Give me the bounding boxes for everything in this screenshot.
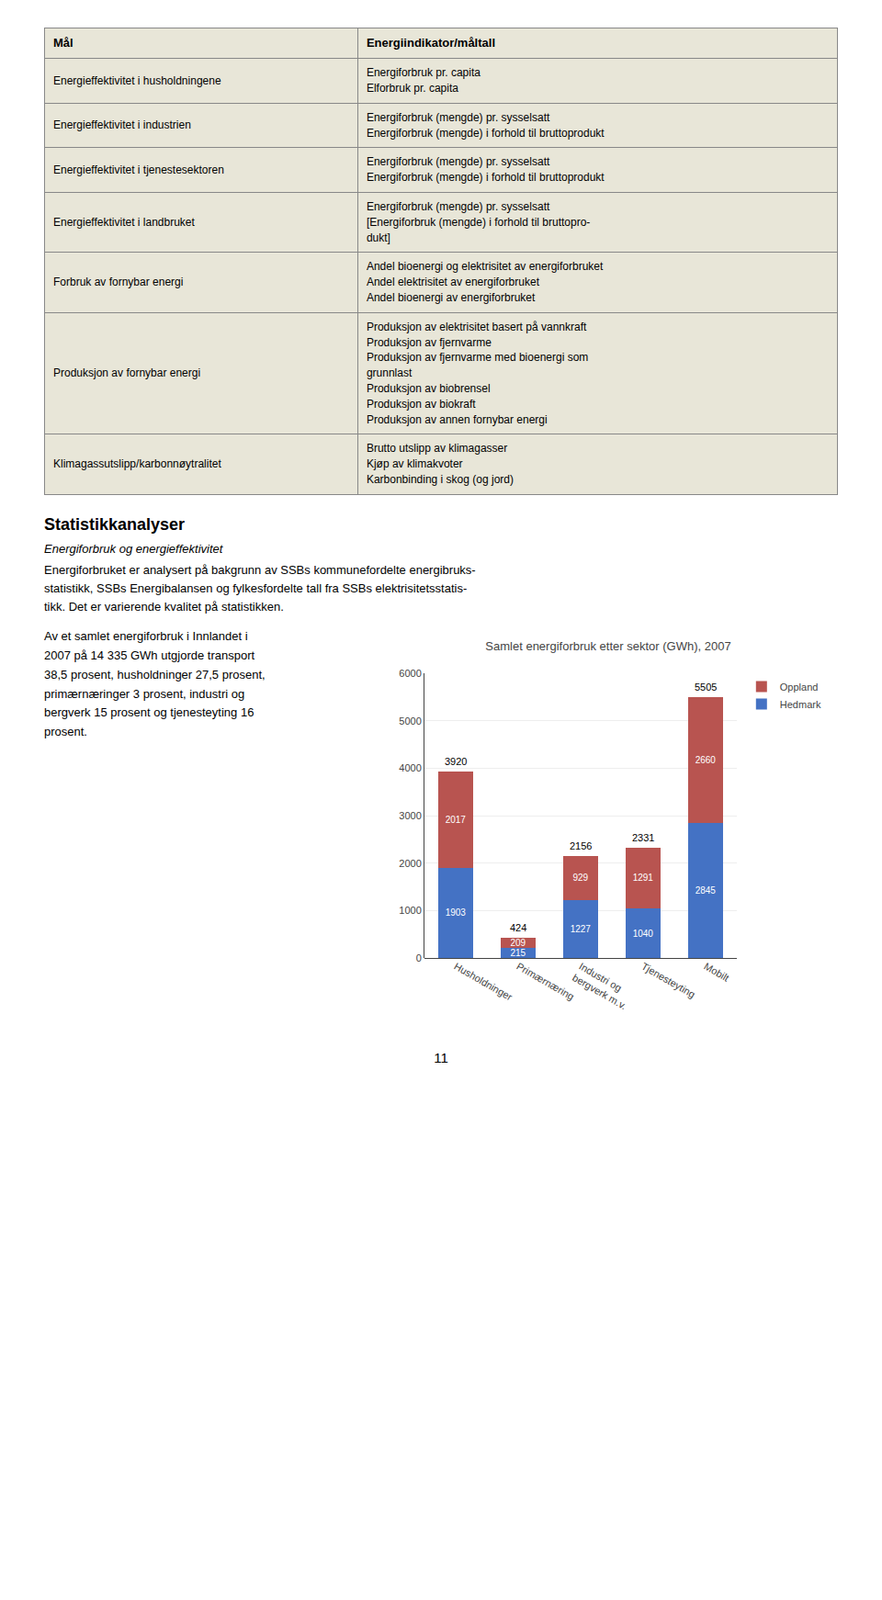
html-text:Forbruk av fornybar energi: Forbruk av fornybar energi <box>53 275 184 289</box>
html-text:Klimagassutslipp/karbonnøytral: Klimagassutslipp/karbonnøytralitet <box>53 457 222 471</box>
svg-text:2156: 2156 <box>569 840 592 852</box>
svg-text:Tjenesteyting: Tjenesteyting <box>639 961 698 1001</box>
svg-text:0: 0 <box>416 952 422 964</box>
svg-text:Husholdninger: Husholdninger <box>452 961 515 1004</box>
svg-text:5000: 5000 <box>398 715 421 727</box>
svg-text:6000: 6000 <box>398 667 421 679</box>
svg-text:424: 424 <box>509 922 527 934</box>
svg-text:4000: 4000 <box>398 762 421 774</box>
svg-text:Hedmark: Hedmark <box>780 699 822 711</box>
html-text:prosent.: prosent. <box>44 724 88 739</box>
html-text:Statistikkanalyser: Statistikkanalyser <box>44 515 185 534</box>
html-text:Energieffektivitet i landbruke: Energieffektivitet i landbruket <box>53 215 195 229</box>
html-text:Av et samlet energiforbruk i I: Av et samlet energiforbruk i Innlandet i <box>44 629 248 644</box>
html-text:Energieffektivitet i industrie: Energieffektivitet i industrien <box>53 118 192 132</box>
svg-text:215: 215 <box>509 948 526 959</box>
html-text:primærnæringer 3 prosent, indu: primærnæringer 3 prosent, industri og <box>44 686 245 701</box>
svg-text:Industri ogbergverk m.v.: Industri ogbergverk m.v. <box>570 961 635 1013</box>
html-text:Energiforbruket er analysert p: Energiforbruket er analysert på bakgrunn… <box>44 562 476 577</box>
svg-text:1291: 1291 <box>633 873 655 884</box>
svg-text:2017: 2017 <box>445 814 467 826</box>
svg-text:2000: 2000 <box>398 858 421 870</box>
svg-text:Samlet energiforbruk etter sek: Samlet energiforbruk etter sektor (GWh),… <box>485 639 731 654</box>
svg-text:1000: 1000 <box>398 904 421 916</box>
html-text:Mål: Mål <box>53 35 74 50</box>
html-text:2007 på 14 335 GWh utgjorde tr: 2007 på 14 335 GWh utgjorde transport <box>44 648 255 663</box>
html-text:Produksjon av elektrisitet bas: Produksjon av elektrisitet basert på van… <box>366 320 589 426</box>
html-text:Energiforbruk (mengde) pr. sys: Energiforbruk (mengde) pr. sysselsatt En… <box>366 110 605 140</box>
svg-text:2660: 2660 <box>695 755 717 766</box>
svg-text:209: 209 <box>509 938 526 949</box>
html-text:bergverk 15 prosent og tjenest: bergverk 15 prosent og tjenesteyting 16 <box>44 705 254 720</box>
html-text:Energiforbruk (mengde) pr. sys: Energiforbruk (mengde) pr. sysselsatt En… <box>366 155 605 184</box>
svg-text:3920: 3920 <box>444 756 467 768</box>
html-text:Energiindikator/måltall: Energiindikator/måltall <box>366 35 496 50</box>
html-text:Brutto utslipp av klimagasser: Brutto utslipp av klimagasser Kjøp av kl… <box>366 442 514 486</box>
html-text:38,5 prosent, husholdninger 27: 38,5 prosent, husholdninger 27,5 prosent… <box>44 667 266 682</box>
svg-text:2331: 2331 <box>632 832 655 844</box>
svg-text:929: 929 <box>572 872 588 883</box>
svg-text:1227: 1227 <box>570 924 592 935</box>
svg-text:Primærnæring: Primærnæring <box>514 961 577 1004</box>
svg-text:1903: 1903 <box>445 907 467 918</box>
html-text:Energiforbruk og energieffekti: Energiforbruk og energieffektivitet <box>44 541 223 556</box>
html-text:statistikk, SSBs Energibalanse: statistikk, SSBs Energibalansen og fylke… <box>44 581 468 596</box>
html-text:11: 11 <box>433 1050 449 1066</box>
svg-text:2845: 2845 <box>695 885 717 896</box>
html-text:Energiforbruk pr. capita Elfor: Energiforbruk pr. capita Elforbruk pr. c… <box>366 66 481 95</box>
html-text:Andel bioenergi og elektrisite: Andel bioenergi og elektrisitet av energ… <box>366 260 604 305</box>
svg-text:Oppland: Oppland <box>780 681 819 693</box>
svg-text:3000: 3000 <box>398 810 421 822</box>
html-text:Energieffektivitet i tjenestes: Energieffektivitet i tjenestesektoren <box>53 163 225 177</box>
html-text:Energieffektivitet i husholdni: Energieffektivitet i husholdningene <box>53 74 222 87</box>
svg-text:1040: 1040 <box>633 928 655 939</box>
svg-text:Mobilt: Mobilt <box>701 961 731 984</box>
svg-text:5505: 5505 <box>694 681 717 693</box>
html-text:Produksjon av fornybar energi: Produksjon av fornybar energi <box>53 366 201 380</box>
html-text:tikk. Det er varierende kvalit: tikk. Det er varierende kvalitet på stat… <box>44 599 284 614</box>
html-text:Energiforbruk (mengde) pr. sys: Energiforbruk (mengde) pr. sysselsatt [E… <box>366 200 591 245</box>
